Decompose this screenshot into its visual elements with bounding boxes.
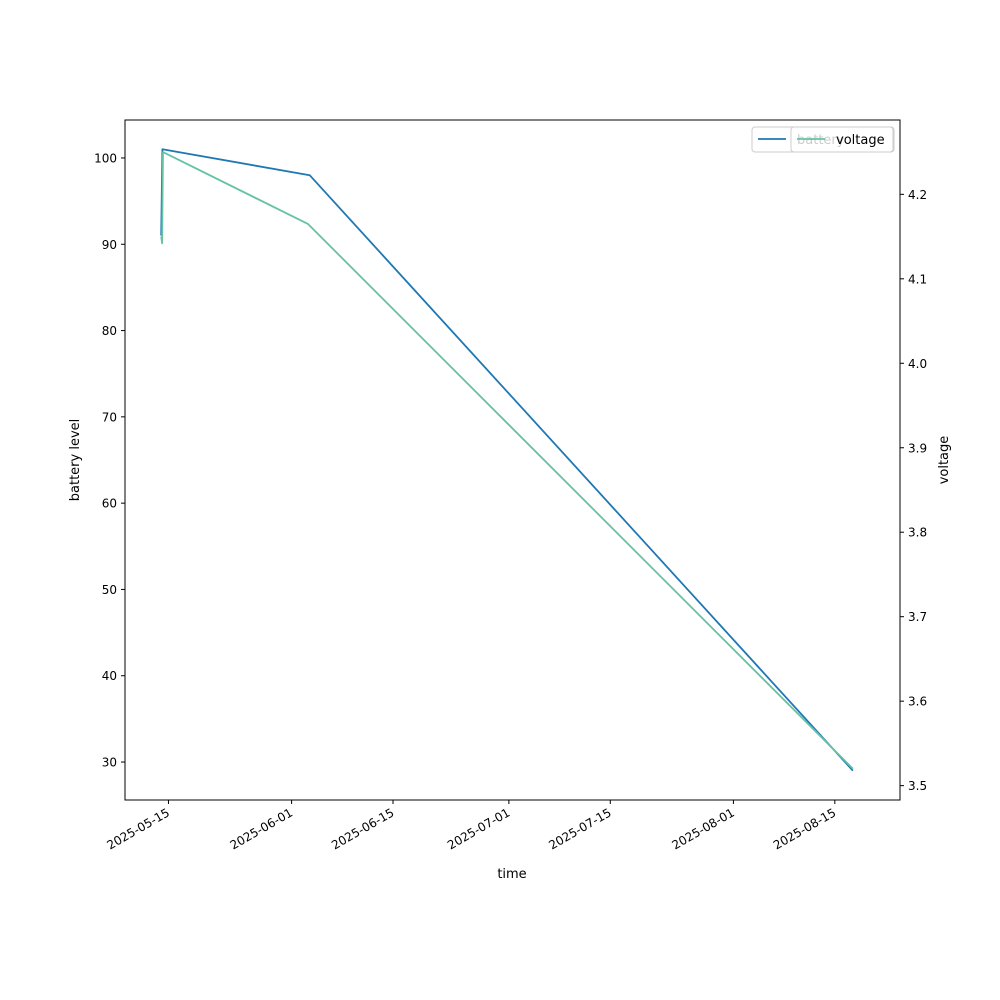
x-tick-label: 2025-06-01 — [228, 805, 295, 852]
left-y-axis-ticks: 30 40 50 60 70 80 90 100 — [94, 151, 125, 770]
left-y-tick-label: 40 — [102, 669, 117, 683]
x-tick-label: 2025-08-15 — [771, 805, 838, 852]
left-y-tick-label: 70 — [102, 410, 117, 424]
left-y-tick-label: 50 — [102, 583, 117, 597]
legend: batteryvoltage — [751, 126, 895, 153]
left-y-tick-label: 90 — [102, 238, 117, 252]
left-y-tick-label: 30 — [102, 756, 117, 770]
legend-box-voltage: voltage — [790, 126, 894, 153]
right-y-tick-label: 4.2 — [908, 188, 927, 202]
x-axis-label: time — [497, 867, 526, 882]
x-tick-label: 2025-05-15 — [105, 805, 172, 852]
right-y-tick-label: 3.5 — [908, 779, 927, 793]
right-y-tick-label: 3.6 — [908, 695, 927, 709]
x-tick-label: 2025-07-15 — [546, 805, 613, 852]
right-y-tick-label: 3.8 — [908, 526, 927, 540]
x-tick-label: 2025-07-01 — [445, 805, 512, 852]
right-y-tick-label: 3.9 — [908, 441, 927, 455]
left-y-axis-label: battery level — [68, 419, 83, 502]
right-y-tick-label: 4.1 — [908, 272, 927, 286]
plot-area — [124, 119, 901, 801]
series-line-battery — [160, 148, 854, 772]
right-y-axis-ticks: 3.5 3.6 3.7 3.8 3.9 4.0 4.1 4.2 — [900, 188, 927, 793]
left-y-tick-label: 80 — [102, 324, 117, 338]
legend-label-voltage: voltage — [836, 133, 885, 148]
x-axis-ticks: 2025-05-15 2025-06-01 2025-06-15 2025-07-01… — [105, 800, 838, 852]
right-y-tick-label: 3.7 — [908, 610, 927, 624]
legend-frame — [790, 126, 894, 153]
plot-frame — [124, 119, 901, 801]
series-layer — [160, 148, 854, 772]
right-y-axis-label: voltage — [937, 436, 952, 485]
x-tick-label: 2025-06-15 — [329, 805, 396, 852]
right-y-tick-label: 4.0 — [908, 357, 927, 371]
left-y-tick-label: 100 — [94, 151, 117, 165]
left-y-tick-label: 60 — [102, 497, 117, 511]
series-line-voltage — [160, 151, 854, 770]
x-tick-label: 2025-08-01 — [670, 805, 737, 852]
